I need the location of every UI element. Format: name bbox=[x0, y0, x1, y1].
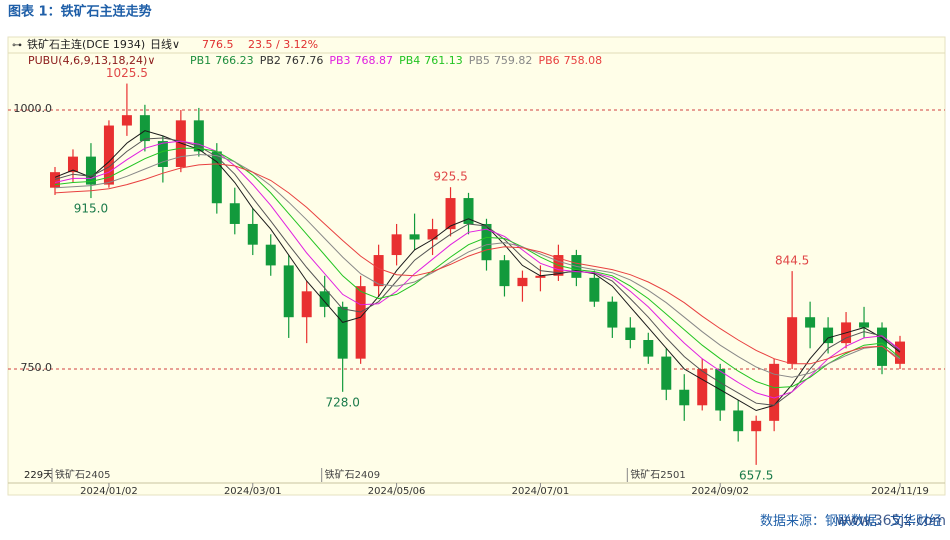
ma-line bbox=[54, 163, 901, 365]
chart-background bbox=[7, 36, 946, 496]
extreme-label: 925.5 bbox=[433, 170, 467, 184]
candle-body bbox=[265, 244, 276, 266]
candle-body bbox=[85, 156, 96, 185]
candle-body bbox=[643, 340, 654, 357]
x-tick-label: 2024/03/01 bbox=[224, 486, 282, 497]
legend-entry: PB1 766.23 bbox=[190, 54, 254, 67]
candle-body bbox=[409, 234, 420, 240]
x-tick-label: 2024/09/02 bbox=[691, 486, 749, 497]
x-tick-label: 2024/11/19 bbox=[871, 486, 929, 497]
ma-line bbox=[54, 137, 901, 406]
x-tick-label: 2024/01/02 bbox=[80, 486, 138, 497]
legend-entry: PB6 758.08 bbox=[538, 54, 602, 67]
candle-body bbox=[139, 115, 150, 142]
legend-name: PB5 bbox=[469, 54, 490, 67]
watermark: www.365jz.com bbox=[836, 513, 946, 529]
ma-line bbox=[54, 140, 901, 399]
legend-name: PB1 bbox=[190, 54, 211, 67]
candle-body bbox=[211, 151, 222, 204]
candle-body bbox=[697, 369, 708, 406]
candle-body bbox=[679, 389, 690, 406]
legend-value: 758.08 bbox=[564, 54, 603, 67]
legend-name: PB2 bbox=[260, 54, 281, 67]
legend-value: 759.82 bbox=[494, 54, 533, 67]
candle-body bbox=[535, 275, 546, 278]
legend-name: PB3 bbox=[329, 54, 350, 67]
extreme-label: 1025.5 bbox=[106, 66, 148, 80]
extreme-label: 915.0 bbox=[74, 202, 108, 216]
extreme-label: 657.5 bbox=[739, 468, 773, 482]
legend-entry: PB3 768.87 bbox=[329, 54, 393, 67]
ma-line bbox=[54, 153, 901, 378]
legend-name: PB6 bbox=[538, 54, 559, 67]
legend-entry: PB5 759.82 bbox=[469, 54, 533, 67]
candle-body bbox=[445, 198, 456, 230]
candle-body bbox=[751, 420, 762, 432]
candle-body bbox=[301, 291, 312, 318]
toolbar-change: 23.5 / 3.12% bbox=[248, 38, 318, 51]
candle-body bbox=[355, 286, 366, 359]
candle-body bbox=[229, 203, 240, 224]
contract-label: 铁矿石2405 bbox=[55, 468, 110, 481]
candle-body bbox=[661, 356, 672, 390]
candle-body bbox=[193, 120, 204, 152]
source-note: 数据来源：钢联数据、文华财经 bbox=[760, 514, 942, 529]
candle-body bbox=[373, 255, 384, 287]
candle-body bbox=[589, 277, 600, 302]
toolbar-period[interactable]: 日线∨ bbox=[150, 37, 180, 51]
y-tick-label: 750.0 bbox=[21, 361, 53, 374]
candle-body bbox=[859, 322, 870, 328]
candle-body bbox=[625, 327, 636, 341]
legend-value: 767.76 bbox=[285, 54, 324, 67]
candle-body bbox=[103, 125, 114, 185]
indicator-label[interactable]: PUBU(4,6,9,13,18,24)∨ bbox=[28, 54, 155, 67]
candle-body bbox=[517, 277, 528, 287]
candle-body bbox=[463, 198, 474, 224]
candle-body bbox=[50, 172, 60, 188]
x-tick-label: 2024/05/06 bbox=[368, 486, 426, 497]
candle-body bbox=[319, 291, 330, 307]
candle-body bbox=[337, 306, 348, 359]
toolbar-icon: ⊶ bbox=[12, 40, 22, 51]
contract-label: 铁矿石2501 bbox=[630, 468, 685, 481]
candle-body bbox=[427, 229, 438, 240]
toolbar-symbol[interactable]: 铁矿石主连(DCE 1934) bbox=[27, 38, 145, 51]
candle-body bbox=[823, 327, 834, 344]
extreme-label: 728.0 bbox=[325, 395, 359, 409]
candle-body bbox=[247, 223, 258, 245]
candle-body bbox=[481, 223, 492, 261]
candle-body bbox=[787, 317, 798, 364]
candle-body bbox=[67, 156, 78, 173]
contract-label: 铁矿石2409 bbox=[325, 468, 380, 481]
candle-body bbox=[121, 115, 132, 126]
candle-body bbox=[391, 234, 402, 256]
candle-body bbox=[769, 363, 780, 421]
legend-value: 761.13 bbox=[424, 54, 463, 67]
candle-body bbox=[157, 141, 168, 167]
chart-title: 图表 1：铁矿石主连走势 bbox=[8, 4, 152, 20]
candle-body bbox=[283, 265, 294, 318]
legend-entry: PB2 767.76 bbox=[260, 54, 324, 67]
candle-body bbox=[733, 410, 744, 432]
ma-line bbox=[54, 147, 901, 389]
toolbar-last: 776.5 bbox=[202, 38, 234, 51]
legend-value: 768.87 bbox=[355, 54, 394, 67]
candle-body bbox=[175, 120, 186, 167]
legend-entry: PB4 761.13 bbox=[399, 54, 463, 67]
x-tick-label: 2024/07/01 bbox=[512, 486, 570, 497]
source-text: 数据来源：钢联数据、文华财经 bbox=[760, 514, 942, 529]
candle-body bbox=[805, 317, 816, 328]
legend-value: 766.23 bbox=[215, 54, 254, 67]
candle-body bbox=[895, 341, 905, 364]
legend-name: PB4 bbox=[399, 54, 420, 67]
y-tick-label: 1000.0 bbox=[14, 102, 53, 115]
candle-body bbox=[607, 301, 618, 328]
bar-count: 229天 bbox=[24, 470, 53, 481]
extreme-label: 844.5 bbox=[775, 254, 809, 268]
candle-body bbox=[499, 260, 510, 287]
